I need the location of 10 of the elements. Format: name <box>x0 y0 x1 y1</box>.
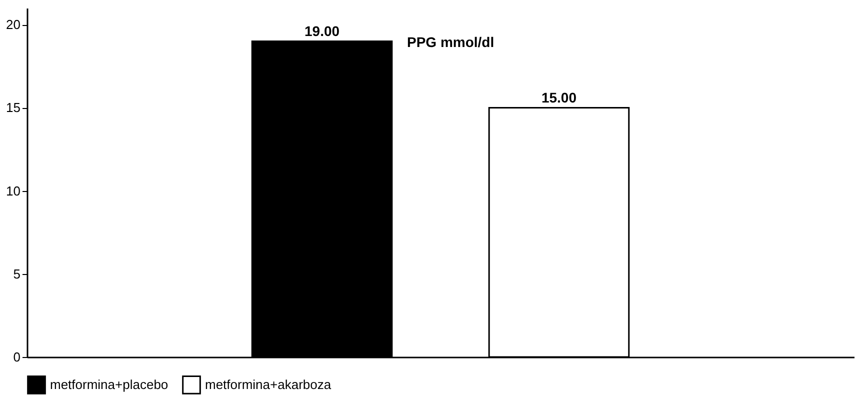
legend-label: metformina+akarboza <box>205 376 332 392</box>
data-label: 15.00 <box>541 90 577 106</box>
y-tick-label: 0 <box>13 350 20 364</box>
text: PPG mmol/dl <box>407 34 494 50</box>
data-label: 19.00 <box>304 23 340 40</box>
y-tick-label: 15 <box>6 100 20 116</box>
y-tick-label: 10 <box>6 183 20 198</box>
y-tick-label: 5 <box>13 266 20 282</box>
legend-label: metformina+placebo <box>50 376 168 392</box>
y-tick-label: 20 <box>6 17 20 32</box>
